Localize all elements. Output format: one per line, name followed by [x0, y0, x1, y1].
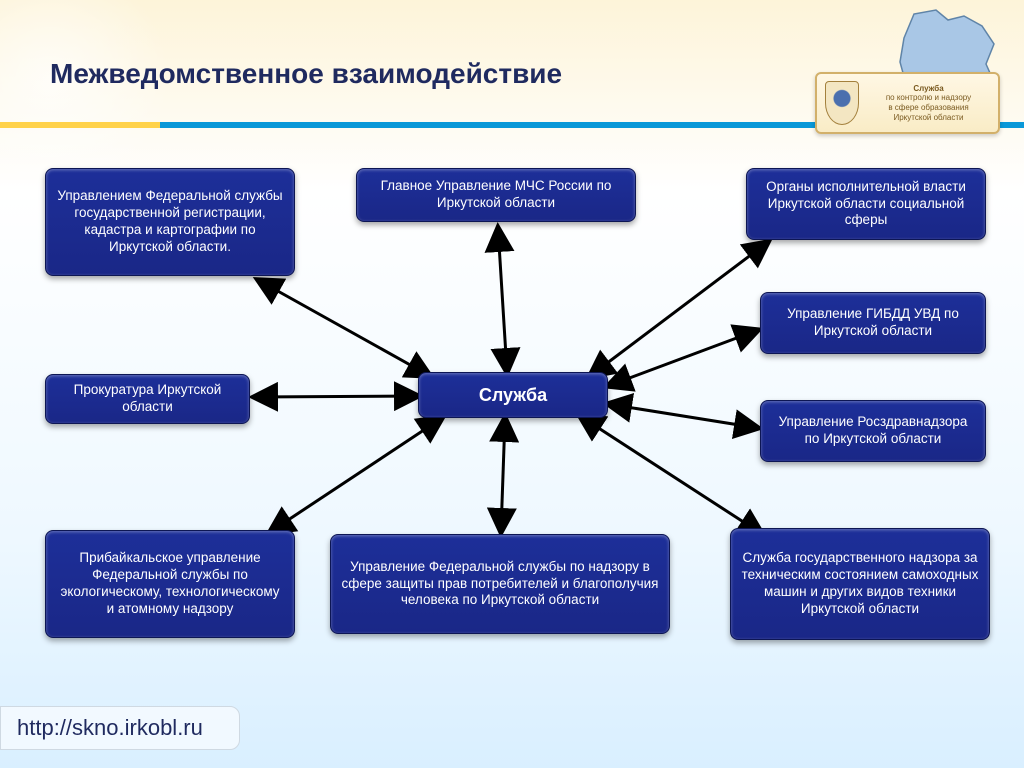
diagram-node: Служба государственного надзора за техни… [730, 528, 990, 640]
diagram-node: Управление ГИБДД УВД по Иркутской област… [760, 292, 986, 354]
diagram-node: Управлением Федеральной службы государст… [45, 168, 295, 276]
interaction-diagram: Служба Управлением Федеральной службы гос… [0, 150, 1024, 710]
org-plate: Служба по контролю и надзору в сфере обр… [815, 72, 1000, 134]
diagram-node: Управление Росздравнадзора по Иркутской … [760, 400, 986, 462]
diagram-node: Управление Федеральной службы по надзору… [330, 534, 670, 634]
footer-url: http://skno.irkobl.ru [0, 706, 240, 750]
coat-of-arms-icon [825, 81, 859, 125]
diagram-node: Служба [418, 372, 608, 418]
slide: Межведомственное взаимодействие Служба п… [0, 0, 1024, 768]
diagram-node: Главное Управление МЧС России по Иркутск… [356, 168, 636, 222]
diagram-node: Органы исполнительной власти Иркутской о… [746, 168, 986, 240]
slide-title: Межведомственное взаимодействие [50, 58, 562, 90]
diagram-node: Прокуратура Иркутской области [45, 374, 250, 424]
diagram-node: Прибайкальское управление Федеральной сл… [45, 530, 295, 638]
org-name: Служба по контролю и надзору в сфере обр… [865, 84, 998, 122]
org-badge: Служба по контролю и надзору в сфере обр… [815, 10, 1000, 150]
